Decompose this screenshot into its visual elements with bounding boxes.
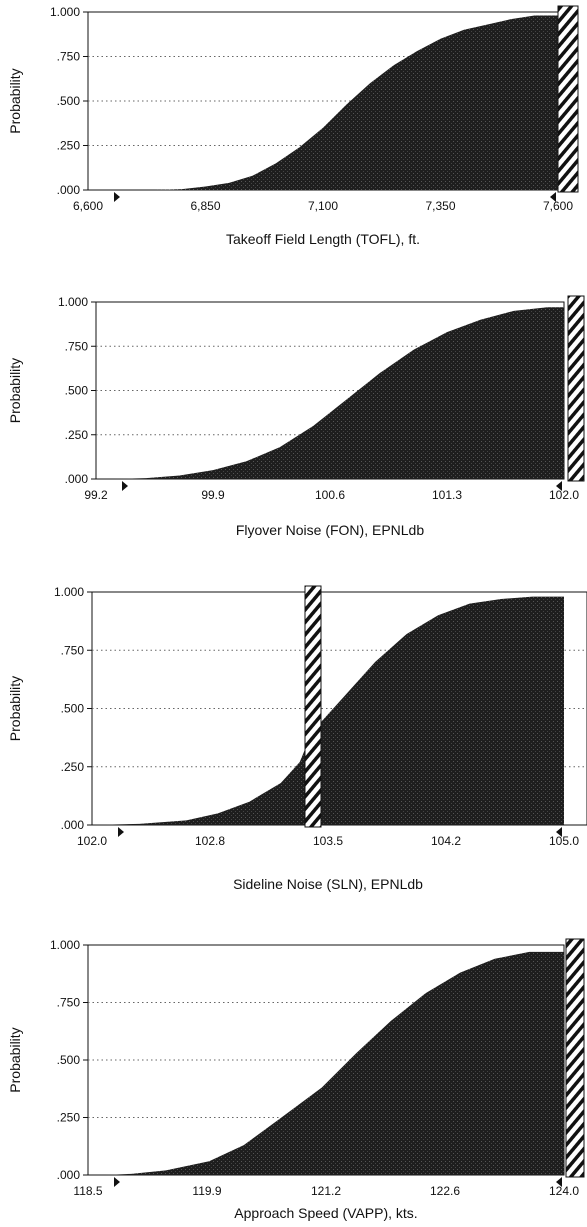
y-axis-label: Probability: [7, 676, 23, 741]
panel-vapp: .000 .250 .500 .750 1.000 118.5 119.9 121.2 122.…: [7, 938, 585, 1221]
cdf-area: [92, 596, 564, 825]
low-end-marker: [118, 827, 124, 837]
x-axis-label: Flyover Noise (FON), EPNLdb: [236, 522, 424, 538]
constraint-limit-bar: [565, 938, 585, 1178]
y-tick-label: .000: [57, 183, 81, 197]
y-tick-label: .500: [57, 94, 81, 108]
constraint-limit-bar: [557, 5, 579, 193]
x-tick-label: 7,350: [425, 199, 455, 213]
x-tick-label: 102.0: [77, 834, 107, 848]
y-tick-label: 1.000: [50, 5, 80, 19]
x-tick-label: 6,600: [73, 199, 103, 213]
x-tick-label: 124.0: [549, 1184, 579, 1198]
x-tick-label: 121.2: [311, 1184, 341, 1198]
x-tick-label: 7,600: [543, 199, 573, 213]
x-tick-label: 119.9: [192, 1184, 221, 1198]
cdf-area: [153, 15, 559, 191]
x-tick-label: 100.6: [315, 488, 345, 502]
y-tick-label: .250: [57, 139, 81, 153]
cdf-area: [112, 307, 564, 479]
x-axis-label: Sideline Noise (SLN), EPNLdb: [233, 876, 423, 892]
low-end-marker: [114, 1177, 120, 1187]
x-tick-label: 104.2: [431, 834, 461, 848]
high-end-marker: [556, 827, 562, 837]
y-tick-label: .750: [57, 50, 81, 64]
cdf-area: [105, 951, 565, 1175]
y-tick-label: 1.000: [58, 295, 88, 309]
x-tick-label: 7,100: [308, 199, 338, 213]
y-tick-label: .250: [65, 428, 89, 442]
y-tick-label: .250: [57, 1111, 81, 1125]
y-tick-label: .750: [61, 643, 85, 657]
panel-tofl: .000 .250 .500 .750 1.000 6,600 6,850 7,100 7,35…: [7, 5, 579, 247]
y-tick-label: .000: [61, 818, 85, 832]
x-tick-label: 6,850: [190, 199, 220, 213]
y-tick-label: .500: [57, 1053, 81, 1067]
y-tick-label: .250: [61, 760, 85, 774]
y-tick-label: .000: [57, 1168, 81, 1182]
y-axis-label: Probability: [7, 1027, 23, 1092]
y-axis-label: Probability: [7, 68, 23, 133]
low-end-marker: [122, 481, 128, 491]
y-tick-label: 1.000: [54, 585, 84, 599]
x-tick-label: 122.6: [430, 1184, 460, 1198]
high-end-marker: [556, 1177, 562, 1187]
constraint-limit-bar: [567, 295, 585, 482]
high-end-marker: [556, 481, 562, 491]
x-tick-label: 103.5: [313, 834, 343, 848]
panel-fon: .000 .250 .500 .750 1.000 99.2 99.9 100.6 101.3 1…: [7, 295, 585, 538]
constraint-limit-bar: [304, 585, 322, 828]
x-axis-label: Approach Speed (VAPP), kts.: [234, 1205, 417, 1221]
y-axis-label: Probability: [7, 358, 23, 423]
x-tick-label: 105.0: [549, 834, 579, 848]
x-tick-label: 118.5: [73, 1184, 102, 1198]
y-tick-label: .750: [65, 339, 89, 353]
x-tick-label: 102.0: [549, 488, 579, 502]
y-tick-label: 1.000: [50, 938, 80, 952]
x-axis-label: Takeoff Field Length (TOFL), ft.: [226, 231, 420, 247]
y-tick-label: .000: [65, 472, 89, 486]
y-tick-label: .750: [57, 996, 81, 1010]
x-tick-label: 102.8: [195, 834, 225, 848]
x-tick-label: 99.2: [84, 488, 108, 502]
y-tick-label: .500: [65, 384, 89, 398]
x-tick-label: 101.3: [432, 488, 462, 502]
y-tick-label: .500: [61, 702, 85, 716]
low-end-marker: [114, 192, 120, 202]
high-end-marker: [550, 192, 556, 202]
panel-sln: .000 .250 .500 .750 1.000 102.0 102.8 103.5 104.…: [7, 585, 587, 892]
x-tick-label: 99.9: [201, 488, 225, 502]
